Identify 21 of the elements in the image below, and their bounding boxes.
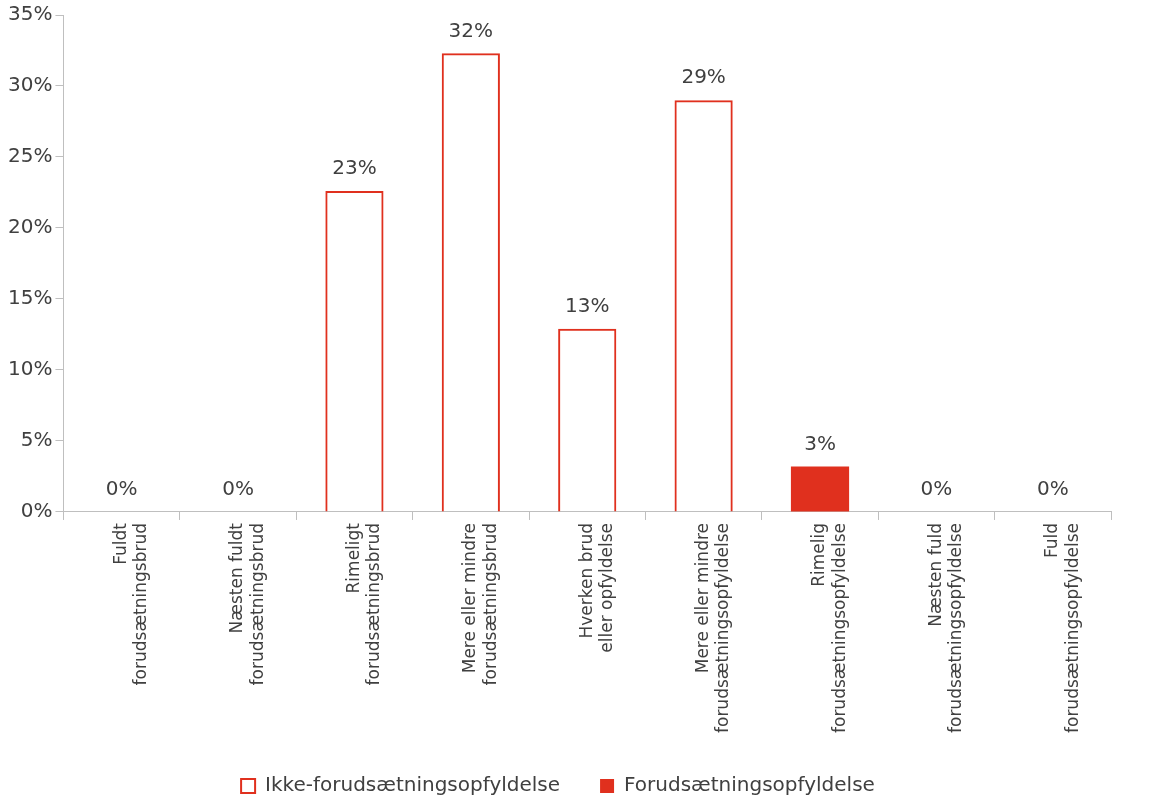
data-label: 29% xyxy=(681,64,726,89)
data-label: 3% xyxy=(804,430,836,455)
y-tick-label: 35% xyxy=(8,1,53,26)
data-label: 0% xyxy=(920,476,953,501)
bar xyxy=(790,466,850,512)
legend-label: Forudsætningsopfyldelse xyxy=(624,772,875,797)
data-label: 32% xyxy=(448,17,494,42)
y-tick-label: 0% xyxy=(20,498,53,523)
data-label: 23% xyxy=(332,155,377,180)
y-tick-label: 5% xyxy=(20,427,53,452)
y-tick-label: 20% xyxy=(8,214,53,239)
data-label: 13% xyxy=(565,293,610,318)
data-label: 0% xyxy=(1036,476,1069,501)
y-tick-label: 30% xyxy=(8,72,53,97)
x-tick-label: Fuldt forudsætningsbrud xyxy=(110,522,151,686)
y-tick-label: 15% xyxy=(8,285,53,310)
legend-label: Ikke-forudsætningsopfyldelse xyxy=(265,772,561,797)
data-label: 0% xyxy=(105,476,138,501)
y-tick-label: 10% xyxy=(8,356,53,381)
data-label: 0% xyxy=(222,476,254,501)
y-tick-label: 25% xyxy=(8,143,53,168)
